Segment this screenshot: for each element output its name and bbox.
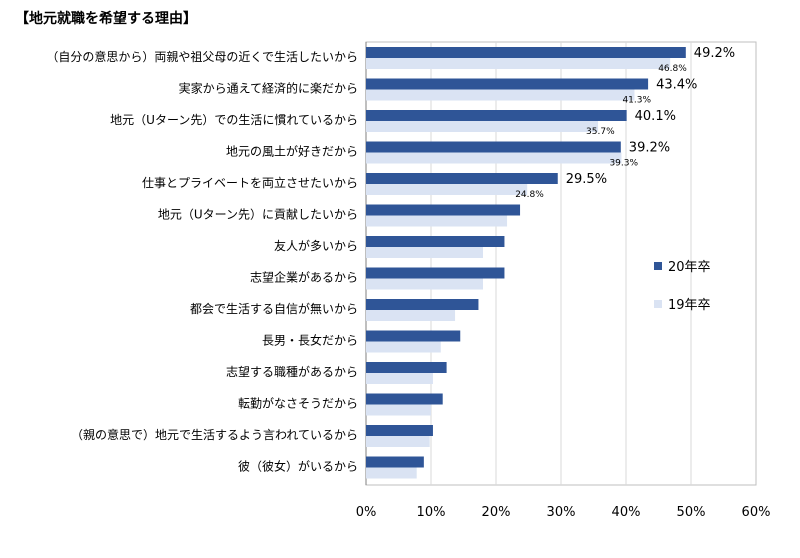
bar-20 (366, 204, 521, 216)
bar-19 (366, 467, 417, 479)
category-label: 友人が多いから (274, 238, 358, 253)
bar-19 (366, 184, 528, 195)
bar-20 (366, 267, 505, 279)
bar-20 (366, 425, 433, 436)
data-label-20: 39.2% (629, 141, 670, 156)
data-label-19: 35.7% (586, 127, 615, 137)
bar-19 (366, 215, 508, 227)
data-label-20: 29.5% (566, 172, 607, 187)
category-label: 志望する職種があるから (226, 364, 358, 379)
category-label: （自分の意思から）両親や祖父母の近くで生活したいから (46, 49, 358, 64)
bar-19 (366, 152, 622, 164)
bar-20 (366, 393, 443, 405)
bar-19 (366, 310, 456, 321)
category-label: 地元の風土が好きだから (226, 144, 358, 159)
data-label-19: 24.8% (515, 190, 544, 200)
data-label-19: 41.3% (622, 96, 651, 106)
x-tick-label: 20% (482, 505, 511, 520)
bar-20 (366, 141, 621, 153)
x-tick-label: 40% (612, 505, 641, 520)
x-tick-label: 60% (742, 505, 771, 520)
bar-20 (366, 110, 627, 121)
data-label-20: 43.4% (656, 78, 697, 93)
category-label: 志望企業があるから (250, 270, 358, 285)
category-label: 都会で生活する自信が無いから (190, 301, 358, 316)
category-label: 仕事とプライベートを両立させたいから (142, 175, 358, 190)
bar-20 (366, 78, 649, 90)
bar-20 (366, 47, 686, 58)
bar-19 (366, 341, 441, 353)
category-label: 彼（彼女）がいるから (238, 459, 358, 474)
bar-20 (366, 299, 479, 310)
data-label-20: 40.1% (635, 109, 676, 124)
bar-19 (366, 58, 671, 69)
bar-19 (366, 247, 483, 258)
category-label: 実家から通えて経済的に楽だから (179, 81, 358, 96)
data-label-20: 49.2% (694, 46, 735, 61)
bar-19 (366, 89, 635, 101)
x-tick-label: 30% (547, 505, 576, 520)
bar-20 (366, 173, 558, 184)
bar-19 (366, 121, 599, 132)
legend-swatch-19 (654, 300, 662, 308)
x-tick-label: 50% (677, 505, 706, 520)
bar-19 (366, 278, 483, 290)
data-label-19: 39.3% (609, 159, 638, 169)
bar-20 (366, 330, 461, 342)
bar-19 (366, 436, 430, 447)
category-label: 転勤がなさそうだから (238, 396, 358, 411)
category-label: 長男・長女だから (262, 333, 358, 348)
chart-title: 【地元就職を希望する理由】 (15, 11, 197, 27)
legend-label-20: 20年卒 (668, 260, 711, 275)
legend-swatch-20 (654, 262, 662, 270)
x-tick-label: 10% (417, 505, 446, 520)
x-tick-label: 0% (356, 505, 377, 520)
category-label: 地元（Uターン先）での生活に慣れているから (110, 112, 358, 127)
bar-20 (366, 362, 447, 373)
bar-20 (366, 236, 505, 247)
bar-19 (366, 373, 433, 384)
legend-label-19: 19年卒 (668, 298, 711, 313)
data-label-19: 46.8% (658, 64, 687, 74)
category-label: （親の意思で）地元で生活するよう言われているから (71, 427, 358, 442)
category-label: 地元（Uターン先）に貢献したいから (158, 207, 358, 222)
bar-20 (366, 456, 424, 468)
bar-19 (366, 404, 431, 416)
